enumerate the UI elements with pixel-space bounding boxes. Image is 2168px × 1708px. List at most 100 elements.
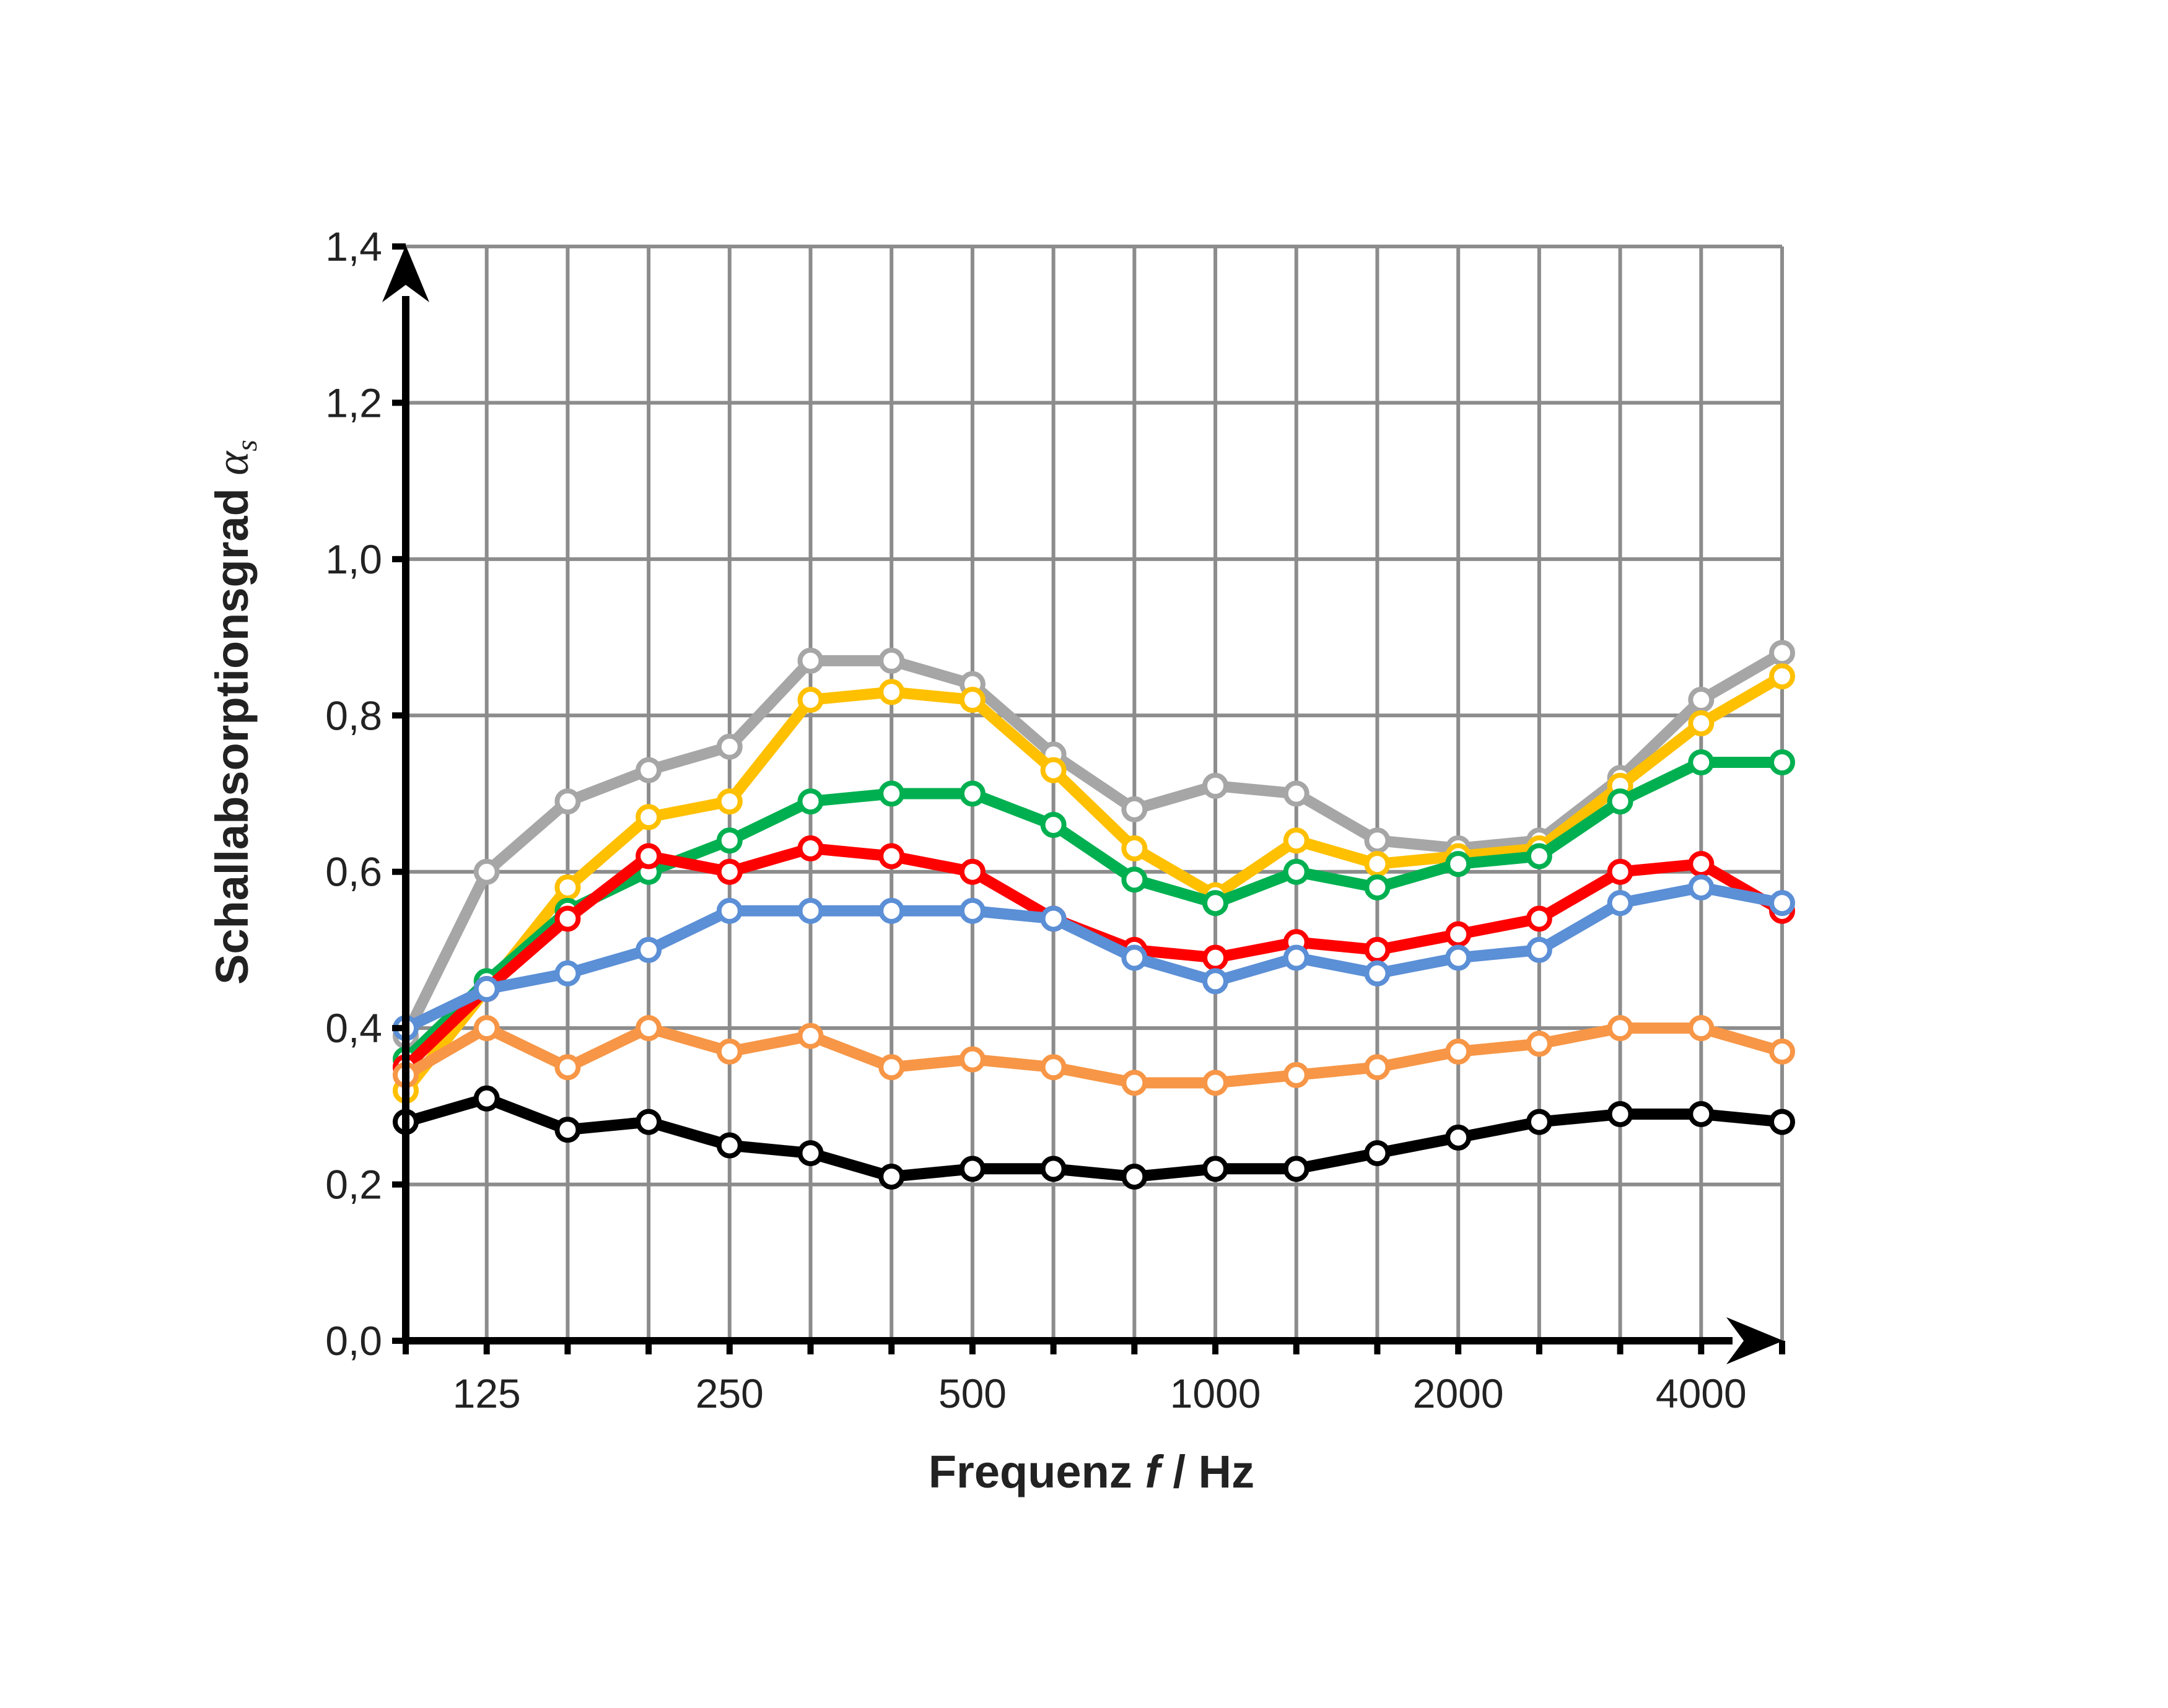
data-point-red	[1526, 905, 1552, 932]
data-point-red	[1445, 921, 1472, 948]
y-tick-label: 0,4	[325, 1005, 382, 1051]
data-point-black	[1526, 1109, 1552, 1135]
data-point-red	[797, 835, 824, 861]
data-point-green	[1040, 811, 1067, 838]
data-point-blue	[797, 897, 824, 924]
x-tick-label: 1000	[1170, 1370, 1261, 1416]
series-line-yellow	[400, 671, 1788, 1097]
data-point-orange	[878, 1054, 905, 1081]
x-axis-arrow	[1726, 1317, 1783, 1364]
data-point-black	[716, 1132, 743, 1159]
data-point-grey	[1769, 640, 1795, 666]
data-point-yellow	[716, 788, 743, 815]
data-point-yellow	[1283, 827, 1309, 854]
series-line-black	[400, 1092, 1788, 1182]
data-point-blue	[1688, 874, 1715, 900]
data-point-yellow	[1040, 757, 1067, 783]
data-point-orange	[1526, 1030, 1552, 1057]
data-point-red	[1364, 936, 1391, 963]
data-point-blue	[1283, 944, 1309, 971]
data-point-blue	[1769, 890, 1795, 917]
x-tick-label: 125	[453, 1370, 521, 1416]
data-point-grey	[797, 647, 824, 674]
y-tick-label: 1,0	[325, 536, 382, 582]
data-point-grey	[1688, 687, 1715, 713]
data-point-red	[716, 858, 743, 885]
y-tick-label: 1,4	[325, 224, 382, 269]
data-point-orange	[473, 1015, 500, 1042]
y-tick-label: 1,2	[325, 380, 382, 425]
x-axis-title: Frequenz f / Hz	[929, 1446, 1254, 1497]
x-tick-label: 500	[938, 1370, 1007, 1416]
data-point-yellow	[878, 679, 905, 705]
data-point-grey	[716, 733, 743, 760]
data-point-orange	[959, 1046, 986, 1073]
data-point-green	[1526, 843, 1552, 869]
data-point-black	[1121, 1163, 1148, 1190]
data-point-orange	[1445, 1039, 1472, 1065]
data-point-grey	[473, 858, 500, 885]
y-tick-label: 0,0	[325, 1318, 382, 1364]
y-axis-arrow	[382, 245, 429, 302]
series-blue	[393, 874, 1795, 1042]
data-point-black	[1445, 1124, 1472, 1151]
data-point-black	[1283, 1156, 1309, 1182]
data-point-blue	[1526, 936, 1552, 963]
series-line-green	[400, 757, 1788, 1065]
data-point-grey	[1202, 772, 1229, 799]
data-point-green	[1283, 858, 1309, 885]
data-point-orange	[797, 1022, 824, 1049]
data-point-red	[636, 843, 662, 869]
y-tick-label: 0,8	[325, 692, 382, 738]
data-point-blue	[1445, 944, 1472, 971]
data-point-red	[959, 858, 986, 885]
data-point-green	[716, 827, 743, 854]
data-point-red	[1607, 858, 1633, 885]
data-point-orange	[1364, 1054, 1391, 1081]
data-point-red	[1202, 944, 1229, 971]
data-point-black	[1040, 1156, 1067, 1182]
x-tick-label: 2000	[1413, 1370, 1504, 1416]
series-black	[393, 1085, 1795, 1190]
x-tick-label: 4000	[1656, 1370, 1747, 1416]
series-line-blue	[400, 882, 1788, 1034]
data-point-yellow	[554, 874, 581, 900]
data-point-yellow	[959, 687, 986, 713]
data-point-blue	[1364, 960, 1391, 987]
y-tick-label: 0,2	[325, 1162, 382, 1208]
data-point-grey	[1283, 780, 1309, 807]
data-point-red	[554, 905, 581, 932]
data-point-yellow	[1688, 710, 1715, 736]
data-point-blue	[959, 897, 986, 924]
data-point-blue	[1607, 890, 1633, 917]
data-point-black	[959, 1156, 986, 1182]
data-point-black	[1607, 1100, 1633, 1127]
data-point-blue	[1040, 905, 1067, 932]
data-point-orange	[1283, 1061, 1309, 1088]
y-tick-labels: 0,0 0,2 0,4 0,6 0,8 1,0 1,2 1,4	[325, 224, 382, 1364]
data-point-orange	[1688, 1015, 1715, 1042]
data-point-green	[797, 788, 824, 815]
data-point-orange	[716, 1039, 743, 1065]
data-point-black	[636, 1109, 662, 1135]
series-group	[393, 640, 1795, 1190]
data-point-yellow	[1121, 835, 1148, 861]
data-point-green	[1445, 851, 1472, 878]
x-tick-labels: 125 250 500 1000 2000 4000	[453, 1370, 1747, 1416]
data-point-green	[1607, 788, 1633, 815]
axes	[382, 243, 1785, 1364]
data-point-black	[1688, 1100, 1715, 1127]
data-point-grey	[554, 788, 581, 815]
data-point-blue	[1202, 968, 1229, 995]
data-point-orange	[1202, 1070, 1229, 1096]
data-point-blue	[636, 936, 662, 963]
data-point-yellow	[636, 804, 662, 830]
data-point-grey	[878, 647, 905, 674]
data-point-orange	[1040, 1054, 1067, 1081]
data-point-black	[1769, 1109, 1795, 1135]
data-point-yellow	[1364, 851, 1391, 878]
y-tick-label: 0,6	[325, 849, 382, 895]
data-point-green	[878, 780, 905, 807]
